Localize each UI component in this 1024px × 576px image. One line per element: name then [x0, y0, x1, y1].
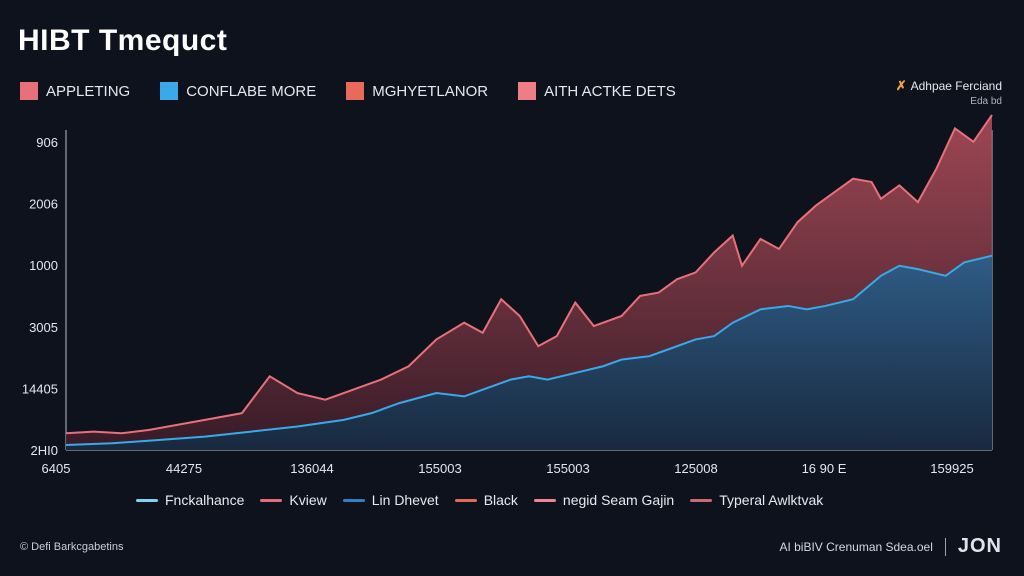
y-tick-label: 3005	[29, 320, 58, 335]
bottom-legend-item: Kview	[260, 492, 327, 508]
y-tick-label: 906	[36, 135, 58, 150]
footer-copyright: © Defi Barkcgabetins	[20, 541, 124, 553]
x-tick-label: 44275	[166, 461, 202, 476]
legend-label: Black	[483, 492, 518, 508]
top-legend-item: AITH ACTKE DETS	[518, 82, 676, 100]
x-tick-label: 155003	[418, 461, 461, 476]
legend-label: CONFLABE MORE	[186, 82, 317, 100]
legend-swatch	[160, 82, 179, 100]
footer-divider	[944, 537, 946, 556]
brand-sub: Eda bd	[970, 96, 1002, 107]
footer-right: AI biBIV Crenuman Sdea.oel JON	[779, 535, 1002, 558]
x-tick-label: 136044	[290, 461, 333, 476]
legend-line	[533, 498, 556, 502]
top-legend-item: APPLETING	[20, 82, 130, 100]
brand-block: ✗ Adhpae Ferciand Eda bd	[896, 78, 1002, 107]
y-tick-label: 2006	[29, 197, 58, 212]
footer-credit: AI biBIV Crenuman Sdea.oel	[779, 539, 933, 554]
chart-title: HIBT Tmequct	[18, 24, 228, 57]
legend-swatch	[518, 82, 537, 100]
y-tick-label: 14405	[22, 381, 58, 396]
legend-label: MGHYETLANOR	[372, 82, 489, 100]
bottom-legend-item: Fnckalhance	[136, 492, 244, 508]
y-tick-label: 2HI0	[31, 443, 58, 458]
legend-line	[260, 498, 283, 502]
bottom-legend-item: Typeral Awlktvak	[690, 492, 823, 508]
top-legend: APPLETING CONFLABE MORE MGHYETLANOR AITH…	[20, 82, 676, 100]
brand-logo-icon: ✗	[895, 78, 907, 93]
y-tick-label: 1000	[29, 258, 58, 273]
upper-series-line	[65, 114, 993, 435]
legend-line	[342, 498, 365, 502]
top-legend-item: CONFLABE MORE	[160, 82, 316, 100]
legend-line	[690, 498, 713, 502]
footer-logo: JON	[957, 535, 1002, 557]
bottom-legend-item: negid Seam Gajin	[533, 492, 675, 508]
bottom-legend-item: Black	[454, 492, 518, 508]
legend-label: Fnckalhance	[165, 492, 245, 508]
bottom-legend-item: Lin Dhevet	[342, 492, 439, 508]
legend-line	[136, 498, 158, 502]
bottom-legend: Fnckalhance Kview Lin Dhevet Black negid…	[136, 492, 823, 508]
legend-label: negid Seam Gajin	[562, 492, 675, 508]
legend-line	[454, 498, 477, 502]
legend-label: APPLETING	[46, 82, 131, 100]
top-legend-item: MGHYETLANOR	[346, 82, 488, 100]
x-tick-label: 155003	[546, 461, 589, 476]
legend-label: AITH ACTKE DETS	[544, 82, 676, 100]
x-tick-label: 159925	[930, 461, 973, 476]
legend-swatch	[20, 82, 38, 100]
legend-swatch	[346, 82, 365, 100]
x-tick-label: 6405	[42, 461, 71, 476]
lower-series-area	[66, 255, 992, 450]
legend-label: Lin Dhevet	[371, 492, 439, 508]
brand-name: Adhpae Ferciand	[910, 79, 1002, 93]
legend-label: Kview	[289, 492, 327, 508]
x-tick-label: 125008	[674, 461, 717, 476]
x-tick-label: 16 90 E	[802, 461, 847, 476]
legend-label: Typeral Awlktvak	[719, 492, 824, 508]
lower-series-line	[65, 254, 993, 446]
